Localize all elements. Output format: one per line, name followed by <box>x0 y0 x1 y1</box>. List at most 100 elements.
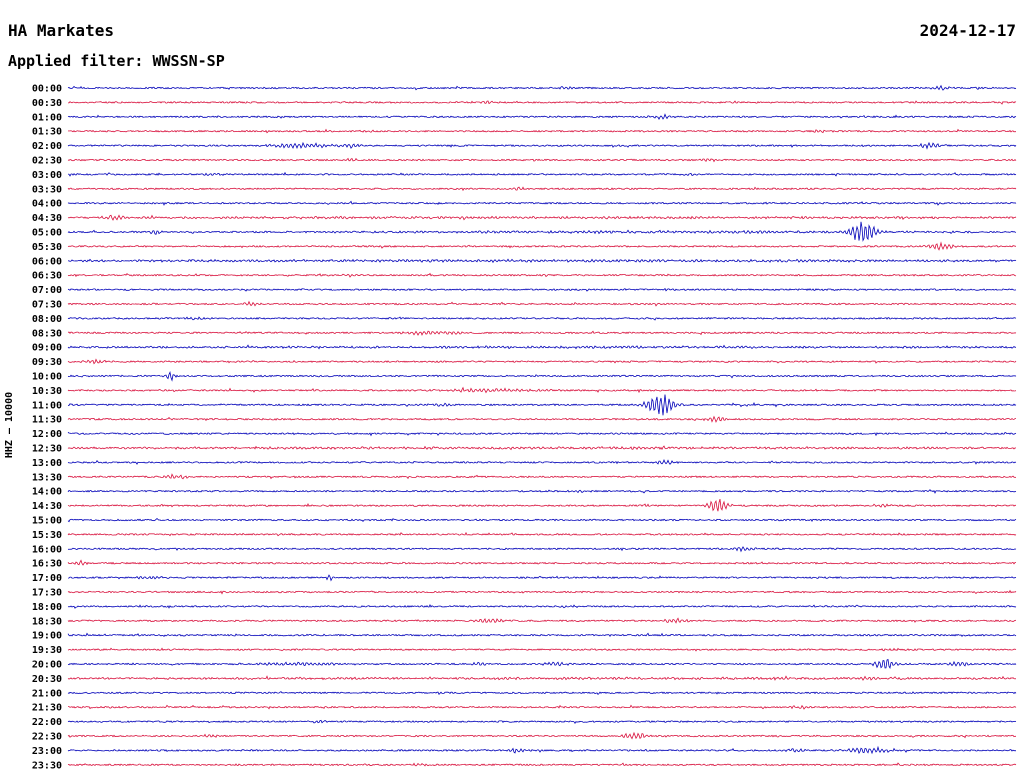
time-label: 17:30 <box>32 588 62 599</box>
trace-row-05:30 <box>67 241 1017 251</box>
time-label: 03:30 <box>32 184 62 195</box>
time-label: 02:00 <box>32 141 62 152</box>
time-label: 21:00 <box>32 688 62 699</box>
trace-area: 00:00 00:30 01:00 01:30 02:00 02:30 03:00 03:30… <box>32 84 1017 771</box>
station-title: HA Markates <box>8 21 114 40</box>
trace-row-12:30 <box>67 445 1017 451</box>
time-label: 00:30 <box>32 98 62 109</box>
trace-row-07:30 <box>67 300 1017 307</box>
time-label: 00:00 <box>32 84 62 95</box>
trace-row-22:30 <box>67 731 1016 740</box>
time-label: 05:00 <box>32 228 62 239</box>
time-label: 14:00 <box>32 487 62 498</box>
time-label: 18:30 <box>32 616 62 627</box>
time-label: 23:00 <box>32 746 62 757</box>
trace-row-09:30 <box>67 358 1017 365</box>
trace-row-19:00 <box>67 632 1017 638</box>
trace-row-06:00 <box>67 258 1017 264</box>
trace-row-18:00 <box>67 603 1017 609</box>
trace-row-08:30 <box>67 330 1017 336</box>
trace-row-09:00 <box>67 344 1017 350</box>
trace-row-03:30 <box>67 186 1017 192</box>
time-label: 04:00 <box>32 199 62 210</box>
time-label: 09:30 <box>32 357 62 368</box>
time-label: 20:00 <box>32 660 62 671</box>
trace-row-06:30 <box>67 272 1017 278</box>
time-label: 09:00 <box>32 343 62 354</box>
time-label: 08:00 <box>32 314 62 325</box>
trace-row-15:00 <box>67 517 1017 523</box>
trace-row-01:30 <box>67 128 1017 134</box>
trace-row-17:30 <box>67 589 1017 595</box>
time-label: 11:00 <box>32 400 62 411</box>
filter-label: Applied filter: WWSSN-SP <box>8 52 225 70</box>
time-label: 11:30 <box>32 415 62 426</box>
time-label: 19:30 <box>32 645 62 656</box>
time-label: 14:30 <box>32 501 62 512</box>
date-label: 2024-12-17 <box>920 21 1016 40</box>
time-label: 06:00 <box>32 256 62 267</box>
time-label: 16:30 <box>32 559 62 570</box>
trace-row-21:00 <box>67 691 1017 696</box>
trace-row-11:30 <box>67 415 1017 423</box>
time-label: 15:00 <box>32 516 62 527</box>
time-label: 13:30 <box>32 472 62 483</box>
time-label: 01:00 <box>32 112 62 123</box>
time-label: 16:00 <box>32 544 62 555</box>
trace-row-00:30 <box>68 100 1017 105</box>
trace-row-03:00 <box>67 171 1017 177</box>
trace-row-12:00 <box>67 431 1017 437</box>
trace-row-14:30 <box>67 498 1016 512</box>
time-label: 17:00 <box>32 573 62 584</box>
time-label: 10:00 <box>32 372 62 383</box>
trace-row-00:00 <box>67 84 1017 91</box>
trace-row-10:00 <box>67 370 1017 382</box>
trace-row-15:30 <box>67 531 1017 537</box>
time-label: 13:00 <box>32 458 62 469</box>
time-label: 08:30 <box>32 328 62 339</box>
time-label: 10:30 <box>32 386 62 397</box>
trace-row-16:30 <box>67 559 1017 566</box>
time-label: 22:30 <box>32 732 62 743</box>
trace-row-05:00 <box>67 221 1017 242</box>
time-label: 03:00 <box>32 170 62 181</box>
trace-row-16:00 <box>67 546 1017 553</box>
time-label: 12:30 <box>32 444 62 455</box>
trace-row-02:30 <box>67 157 1017 163</box>
time-label: 06:30 <box>32 271 62 282</box>
time-label: 01:30 <box>32 127 62 138</box>
time-label: 04:30 <box>32 213 62 224</box>
trace-row-07:00 <box>67 287 1017 292</box>
trace-row-20:00 <box>67 658 1017 670</box>
time-label: 18:00 <box>32 602 62 613</box>
trace-row-19:30 <box>67 647 1017 652</box>
time-label: 07:00 <box>32 285 62 296</box>
time-label: 22:00 <box>32 717 62 728</box>
time-label: 23:30 <box>32 760 62 771</box>
trace-row-01:00 <box>67 113 1017 120</box>
time-label: 07:30 <box>32 300 62 311</box>
time-label: 12:00 <box>32 429 62 440</box>
trace-row-04:30 <box>67 214 1017 221</box>
trace-row-22:00 <box>67 719 1017 725</box>
time-label: 20:30 <box>32 674 62 685</box>
trace-row-13:30 <box>67 473 1017 480</box>
trace-row-21:30 <box>68 704 1017 710</box>
trace-row-02:00 <box>67 141 1017 150</box>
trace-row-13:00 <box>67 458 1017 465</box>
trace-row-20:30 <box>67 675 1017 681</box>
trace-row-08:00 <box>67 316 1017 321</box>
trace-row-23:30 <box>67 762 1017 767</box>
trace-row-14:00 <box>67 489 1017 494</box>
time-label: 21:30 <box>32 703 62 714</box>
trace-row-04:00 <box>67 200 1017 206</box>
time-label: 05:30 <box>32 242 62 253</box>
trace-row-23:00 <box>67 745 1017 755</box>
trace-row-10:30 <box>67 386 1017 394</box>
trace-row-18:30 <box>67 617 1017 624</box>
time-label: 02:30 <box>32 156 62 167</box>
time-label: 19:00 <box>32 631 62 642</box>
trace-row-17:00 <box>67 574 1017 582</box>
